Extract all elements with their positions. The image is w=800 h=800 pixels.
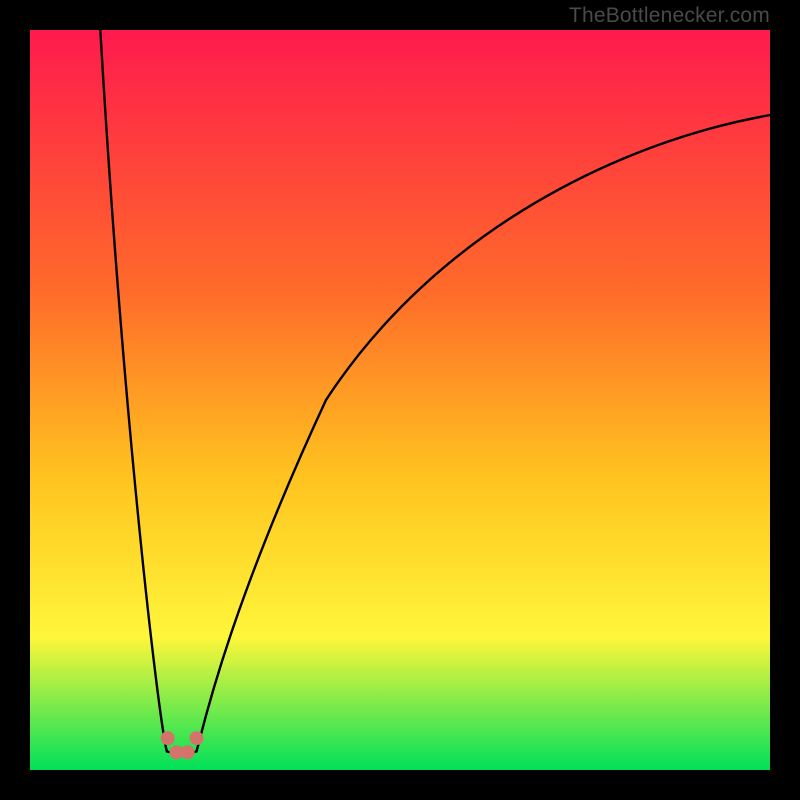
bottleneck-curve <box>100 30 770 754</box>
chart-svg <box>0 0 800 800</box>
stage: TheBottlenecker.com <box>0 0 800 800</box>
dip-marker <box>161 731 175 745</box>
watermark-text: TheBottlenecker.com <box>569 4 770 28</box>
dip-marker <box>190 731 204 745</box>
dip-marker <box>181 745 195 759</box>
